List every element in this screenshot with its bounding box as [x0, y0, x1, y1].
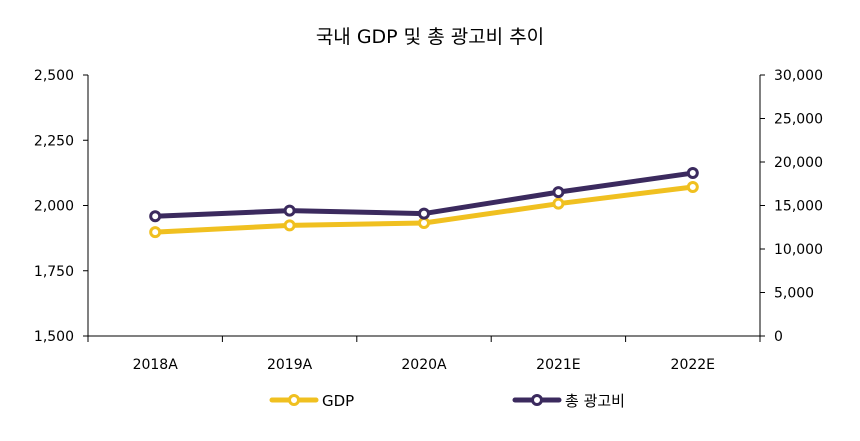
series-point-1 — [149, 210, 162, 223]
legend-item-0: GDP — [269, 392, 354, 410]
series-point-1 — [283, 204, 296, 217]
legend-label: 총 광고비 — [565, 392, 625, 410]
right-tick-label: 5,000 — [774, 286, 814, 302]
x-tick-label: 2019A — [267, 357, 313, 373]
left-tick-label: 2,000 — [34, 199, 74, 215]
left-tick-label: 2,500 — [34, 68, 74, 84]
x-tick-label: 2020A — [401, 357, 447, 373]
legend-swatch-marker — [531, 394, 543, 406]
series-point-0 — [283, 219, 296, 232]
right-tick-label: 30,000 — [774, 68, 823, 84]
series-point-0 — [686, 180, 699, 193]
x-tick-label: 2021E — [536, 357, 580, 373]
legend: GDP 총 광고비 — [269, 392, 625, 410]
series-point-0 — [149, 226, 162, 239]
axes: 1,500 1,750 2,000 2,250 2,500 0 5,000 10,000 15,… — [34, 68, 823, 373]
x-tick-label: 2018A — [133, 357, 179, 373]
right-tick-label: 20,000 — [774, 155, 823, 171]
right-tick-label: 25,000 — [774, 112, 823, 128]
series-point-1 — [686, 167, 699, 180]
series-point-0 — [418, 216, 430, 229]
series-point-1 — [418, 207, 430, 220]
right-tick-label: 10,000 — [774, 242, 823, 258]
left-tick-label: 1,750 — [34, 264, 74, 280]
legend-label: GDP — [322, 392, 354, 410]
series-point-1 — [552, 186, 565, 199]
series-point-0 — [552, 197, 565, 210]
x-tick-label: 2022E — [671, 357, 715, 373]
right-tick-label: 15,000 — [774, 199, 823, 215]
series-layer — [149, 167, 699, 239]
chart-title: 국내 GDP 및 총 광고비 추이 — [316, 26, 544, 48]
left-tick-label: 2,250 — [34, 133, 74, 149]
legend-item-1: 총 광고비 — [512, 392, 625, 410]
left-tick-label: 1,500 — [34, 329, 74, 345]
legend-swatch-marker — [288, 394, 300, 406]
right-tick-label: 0 — [774, 329, 783, 345]
